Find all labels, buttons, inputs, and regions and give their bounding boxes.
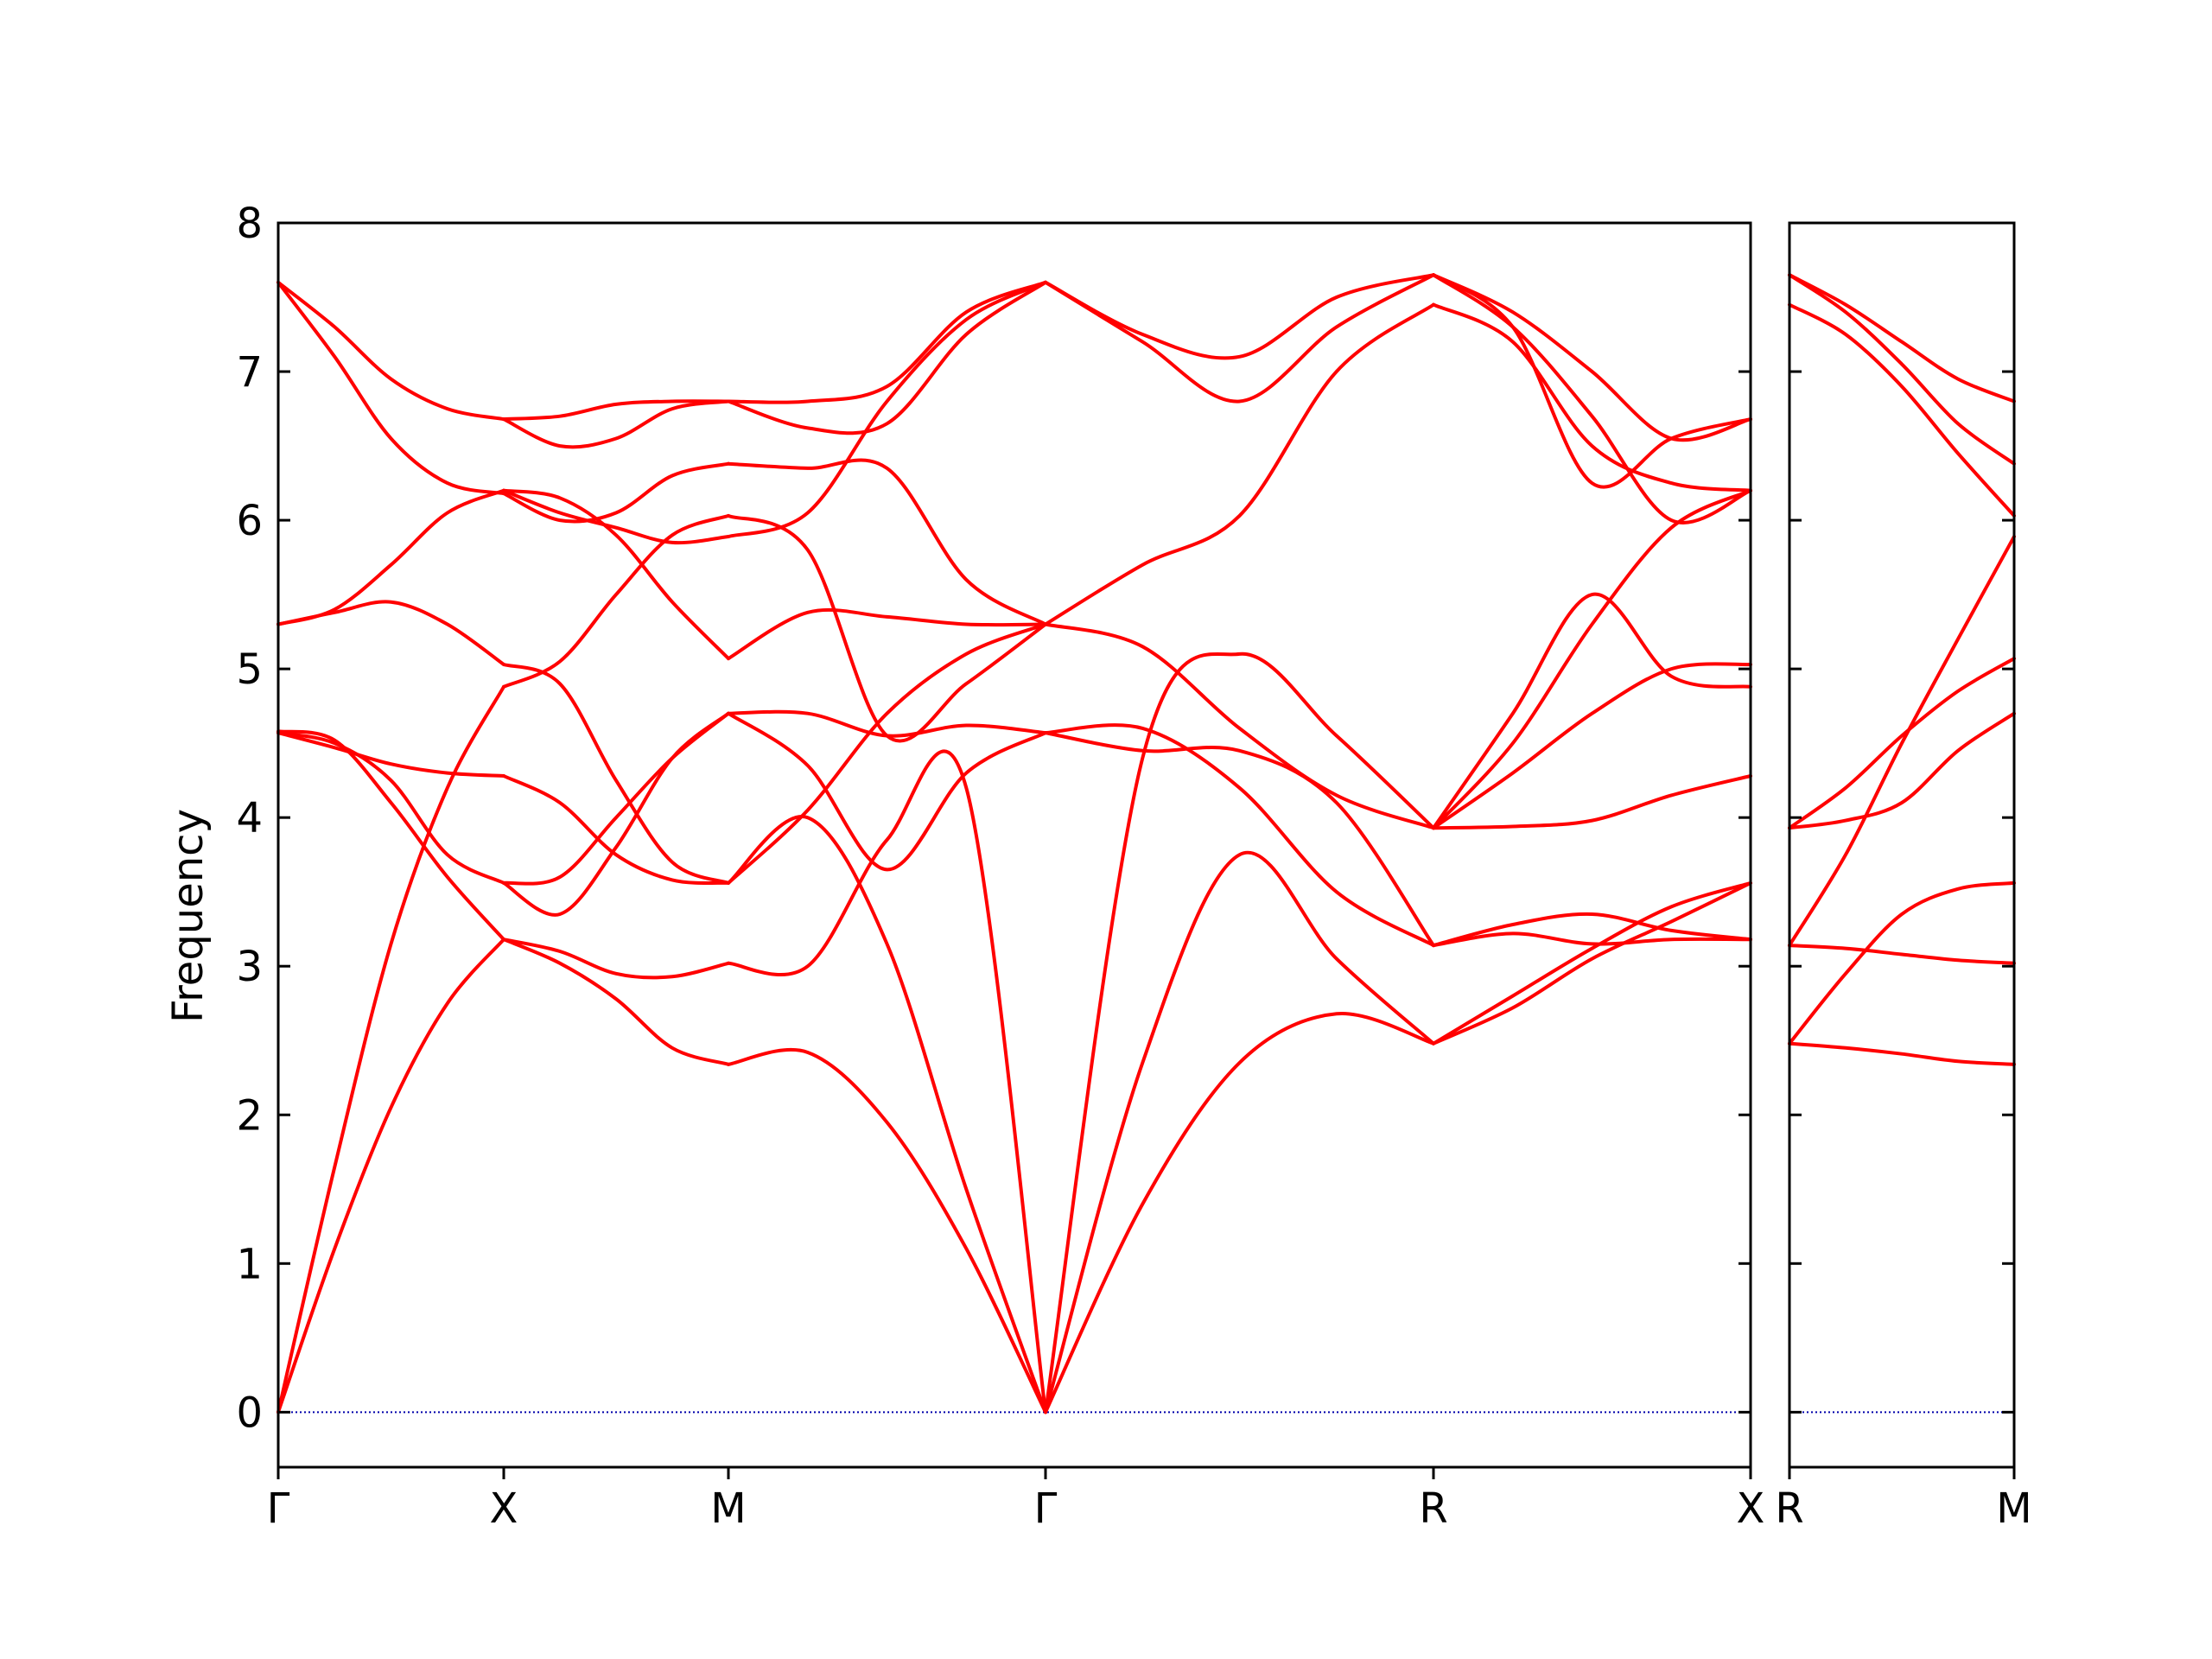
band-line-R-X-10 [1432, 273, 1752, 442]
band-line-X-M-4 [502, 711, 730, 917]
y-tick-label: 0 [236, 1389, 263, 1437]
band-line-Γ-X-9 [276, 280, 505, 496]
band-line-M-Γ-6 [727, 711, 1047, 872]
band-line-Γ-R-6 [1044, 622, 1435, 830]
y-tick-label: 7 [236, 348, 263, 397]
band-line-R-X-2 [1432, 880, 1752, 1046]
band-line-M-Γ-8 [727, 513, 1047, 743]
y-tick-label: 5 [236, 645, 263, 694]
band-line-Γ-X-8 [276, 280, 505, 422]
band-line-M-Γ-11 [727, 280, 1047, 435]
band-line-X-M-7 [502, 663, 730, 885]
x-tick-label: Γ [1034, 1484, 1058, 1533]
band-line-M-Γ-9 [727, 458, 1047, 626]
band-line-R-X-5 [1432, 774, 1752, 830]
band-line-M-Γ-4 [727, 622, 1047, 885]
x-tick-label: M [710, 1484, 746, 1533]
band-line-R-M-9 [1788, 273, 2016, 404]
x-tick-label: R [1775, 1484, 1803, 1533]
y-tick-label: 8 [236, 200, 263, 248]
band-line-R-X-11 [1432, 273, 1752, 489]
band-line-Γ-X-6 [276, 600, 505, 666]
band-line-R-M-7 [1788, 302, 2016, 518]
band-line-M-Γ-12 [727, 280, 1047, 404]
band-line-R-M-5 [1788, 711, 2016, 830]
band-line-R-X-8 [1432, 302, 1752, 493]
band-line-R-X-6 [1432, 662, 1752, 830]
band-line-R-X-4 [1432, 931, 1752, 948]
band-line-Γ-R-9 [1044, 273, 1435, 360]
x-tick-label: Γ [267, 1484, 290, 1533]
x-tick-label: X [1737, 1484, 1765, 1533]
band-line-M-Γ-2 [727, 749, 1047, 1414]
band-line-Γ-R-8 [1044, 273, 1435, 404]
band-line-R-M-6 [1788, 657, 2016, 830]
band-line-X-M-11 [502, 399, 730, 449]
band-line-M-Γ-3 [727, 814, 1047, 1414]
band-line-M-Γ-1 [727, 1047, 1047, 1414]
x-tick-label: M [1996, 1484, 2031, 1533]
band-line-X-M-5 [502, 774, 730, 886]
band-line-Γ-X-1 [276, 938, 505, 1414]
band-line-R-X-9 [1432, 273, 1752, 524]
band-line-M-Γ-7 [727, 607, 1047, 661]
band-line-Γ-R-1 [1044, 1012, 1435, 1414]
x-tick-label: X [490, 1484, 518, 1533]
band-line-Γ-X-2 [276, 684, 505, 1414]
band-line-R-M-4 [1788, 535, 2016, 948]
band-line-R-M-2 [1788, 880, 2016, 1046]
band-line-Γ-R-2 [1044, 850, 1435, 1414]
y-axis-label: Frequency [164, 809, 213, 1023]
band-line-Γ-X-7 [276, 488, 505, 626]
band-line-X-M-6 [502, 513, 730, 689]
plot-frame [1788, 221, 2016, 1469]
band-line-X-M-8 [502, 461, 730, 524]
y-tick-label: 2 [236, 1091, 263, 1140]
band-line-Γ-X-4 [276, 731, 505, 885]
band-line-M-Γ-10 [727, 280, 1047, 538]
band-line-R-M-8 [1788, 273, 2016, 466]
band-line-X-M-9 [502, 488, 730, 545]
band-line-R-X-7 [1432, 592, 1752, 830]
y-tick-label: 4 [236, 794, 263, 842]
band-line-X-M-1 [502, 938, 730, 1066]
band-line-X-M-3 [502, 711, 730, 886]
plot-frame [276, 221, 1752, 1469]
band-panel-left: 0 1 2 3 4 5 6 7 8 Γ X M Γ R X [236, 200, 1764, 1533]
y-tick-label: 6 [236, 497, 263, 545]
band-line-Γ-R-5 [1044, 652, 1435, 1414]
band-line-R-X-1 [1432, 880, 1752, 1046]
band-line-R-X-12 [1432, 488, 1752, 830]
y-tick-label: 3 [236, 943, 263, 991]
band-line-R-M-1 [1788, 1041, 2016, 1066]
band-line-Γ-X-5 [276, 729, 505, 942]
band-line-Γ-X-3 [276, 731, 505, 778]
band-line-X-M-10 [502, 488, 730, 661]
band-line-R-M-3 [1788, 944, 2016, 965]
band-line-Γ-R-3 [1044, 723, 1435, 948]
band-line-R-X-3 [1432, 912, 1752, 948]
y-tick-label: 1 [236, 1240, 263, 1288]
band-line-Γ-R-7 [1044, 302, 1435, 626]
band-line-Γ-R-4 [1044, 731, 1435, 948]
band-line-X-M-12 [502, 399, 730, 422]
x-tick-label: R [1419, 1484, 1447, 1533]
band-line-X-M-2 [502, 938, 730, 980]
